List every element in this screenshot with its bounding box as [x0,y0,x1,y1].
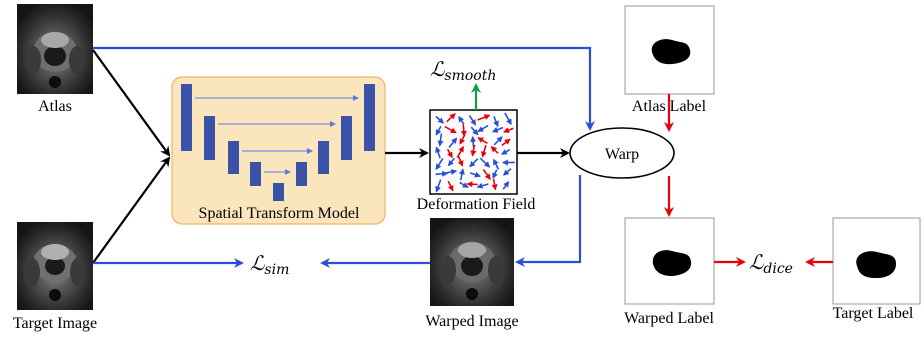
smooth-loss: ℒsmooth [430,57,496,84]
field-vector [467,184,477,185]
warped-image-label: Warped Image [425,313,518,330]
atlas-label-mask [625,6,714,94]
warp-label: Warp [605,146,639,163]
dice-loss: ℒdice [749,250,793,277]
target-image [17,222,93,310]
model-label: Spatial Transform Model [199,205,360,222]
warped-label-mask [625,218,714,304]
target-label-mask [833,218,920,304]
target-image-label: Target Image [13,315,97,332]
warped-label-caption: Warped Label [624,310,714,327]
atlas-to-model-arrow [93,50,169,155]
deformation-field-label: Deformation Field [417,196,536,213]
field-vector [463,125,464,136]
atlas-label-caption: Atlas Label [632,98,707,115]
sim-loss: ℒsim [250,251,289,278]
warped-image [430,218,514,306]
warp-to-warped-image-arrow [517,175,580,262]
target-to-model-arrow [93,158,169,263]
field-vector [473,137,474,147]
atlas-image [17,4,93,94]
atlas-label: Atlas [38,98,72,115]
target-label-caption: Target Label [833,305,914,322]
